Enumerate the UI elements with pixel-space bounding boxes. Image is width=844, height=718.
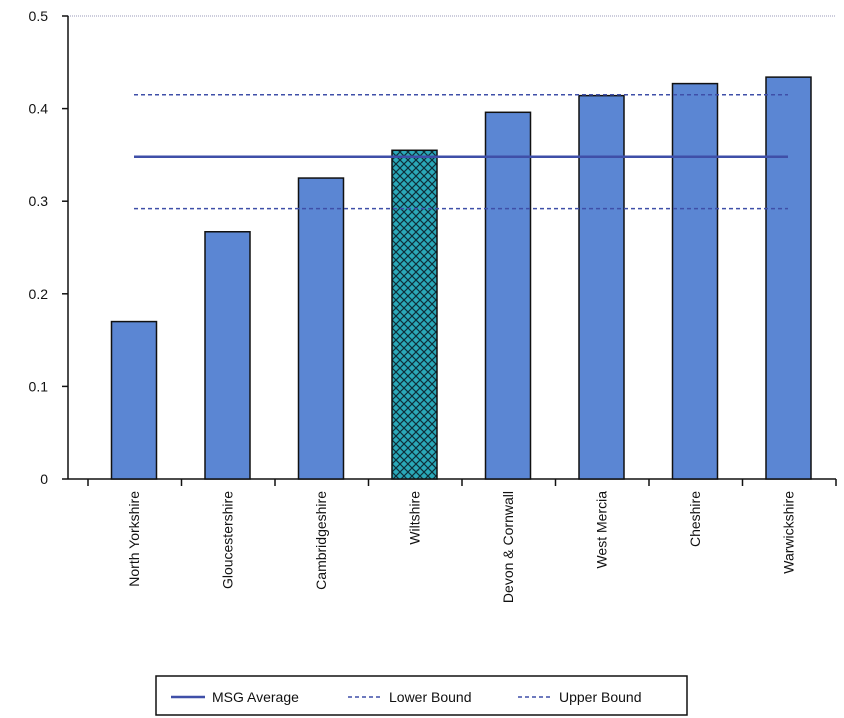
legend-box [155, 675, 688, 716]
x-tick-label: Wiltshire [407, 491, 423, 545]
bar-cheshire [671, 82, 719, 480]
x-tick-label: Cheshire [687, 491, 703, 547]
x-tick-label: North Yorkshire [126, 491, 142, 587]
x-tick-label: Warwickshire [781, 491, 797, 574]
reference-lines [134, 93, 788, 210]
legend-label: MSG Average [212, 689, 299, 705]
x-tick-label: West Mercia [594, 491, 610, 569]
x-axis: North Yorkshire Gloucestershire Cambridges… [68, 478, 837, 603]
y-axis: 0 0.1 0.2 0.3 0.4 0.5 [29, 8, 836, 487]
legend-label: Upper Bound [559, 689, 642, 705]
x-tick-label: Gloucestershire [220, 491, 236, 589]
bar-west-mercia [578, 94, 625, 480]
x-tick-label: Devon & Cornwall [500, 491, 516, 603]
y-tick-label: 0 [40, 471, 48, 487]
bar-wiltshire [391, 149, 438, 480]
bar-north-yorkshire [110, 320, 158, 480]
legend: MSG Average Lower Bound Upper Bound [155, 675, 688, 716]
y-tick-label: 0.4 [29, 101, 49, 117]
x-tick-label: Cambridgeshire [313, 491, 329, 590]
y-tick-label: 0.2 [29, 286, 49, 302]
y-tick-label: 0.3 [29, 193, 49, 209]
y-tick-label: 0.5 [29, 8, 49, 24]
legend-label: Lower Bound [389, 689, 472, 705]
y-tick-label: 0.1 [29, 378, 49, 394]
bar-cambridgeshire [297, 177, 345, 480]
bars [110, 76, 812, 480]
bar-warwickshire [765, 76, 812, 480]
bar-devon-cornwall [484, 111, 532, 480]
bar-gloucestershire [204, 231, 251, 480]
